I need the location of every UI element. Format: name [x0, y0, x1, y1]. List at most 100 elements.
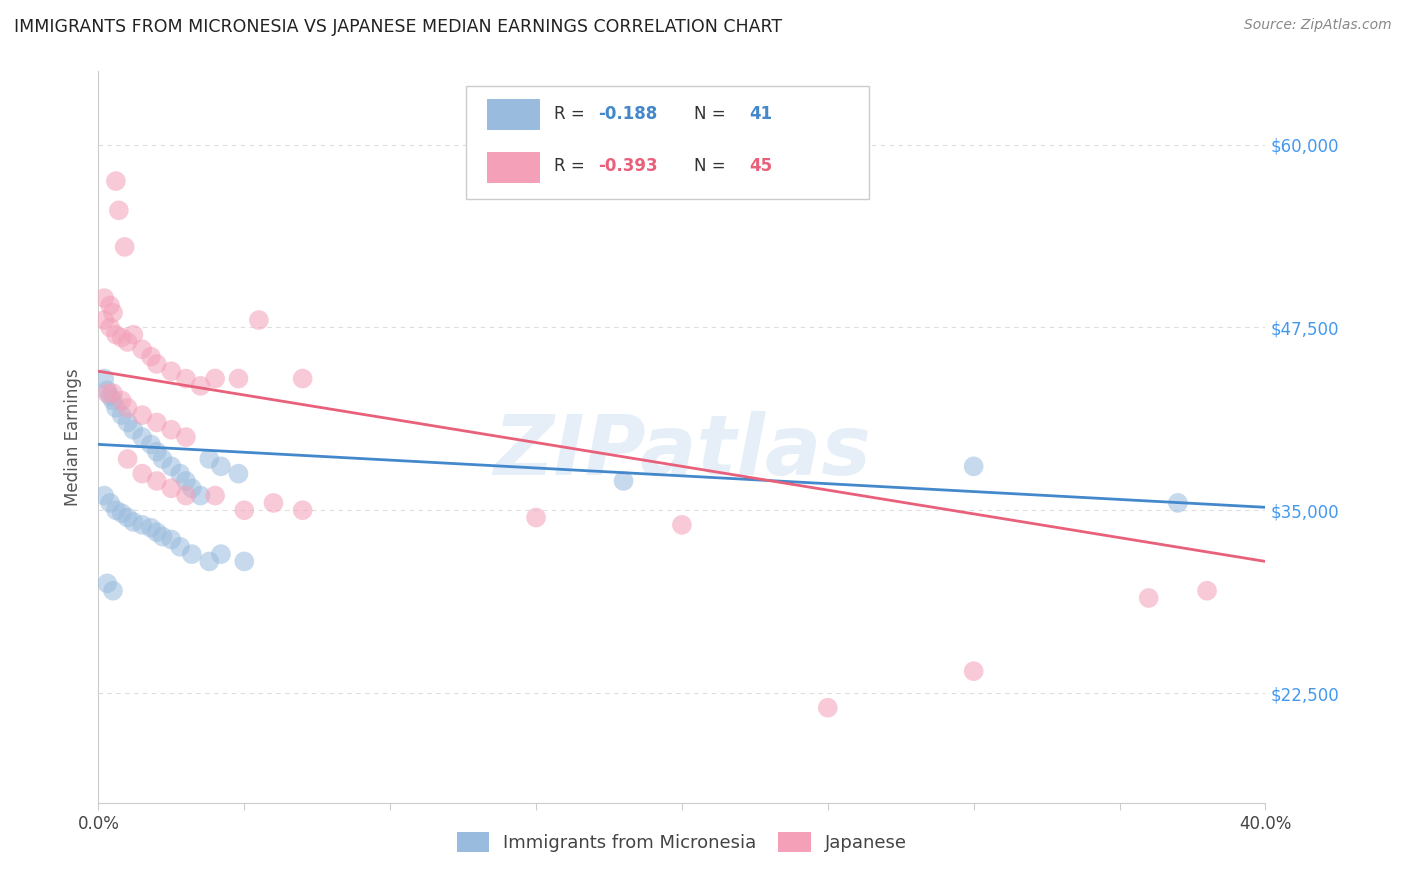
Point: [160, 459, 183, 474]
Point: [146, 525, 169, 540]
Point: [131, 343, 153, 357]
Point: [962, 459, 984, 474]
Point: [190, 489, 212, 503]
Point: [104, 327, 127, 342]
Point: [228, 467, 250, 481]
Point: [146, 357, 169, 371]
Point: [98, 389, 121, 403]
Point: [93, 291, 115, 305]
Point: [1195, 583, 1218, 598]
Y-axis label: Median Earnings: Median Earnings: [65, 368, 83, 506]
Point: [131, 467, 153, 481]
Point: [117, 416, 139, 430]
Point: [108, 203, 131, 218]
Point: [160, 533, 183, 547]
Point: [117, 401, 139, 415]
Point: [117, 510, 139, 524]
Point: [98, 496, 121, 510]
Point: [198, 452, 221, 467]
Point: [139, 437, 162, 451]
Point: [104, 503, 127, 517]
Point: [139, 350, 162, 364]
Point: [190, 379, 212, 393]
Point: [93, 313, 115, 327]
Point: [160, 481, 183, 495]
Point: [524, 510, 547, 524]
Point: [174, 474, 197, 488]
Point: [1137, 591, 1160, 605]
Point: [111, 408, 134, 422]
Point: [101, 306, 124, 320]
Point: [262, 496, 284, 510]
Point: [122, 423, 145, 437]
Text: N =: N =: [693, 158, 731, 176]
Point: [152, 530, 174, 544]
Point: [612, 474, 634, 488]
Point: [204, 489, 226, 503]
Text: IMMIGRANTS FROM MICRONESIA VS JAPANESE MEDIAN EARNINGS CORRELATION CHART: IMMIGRANTS FROM MICRONESIA VS JAPANESE M…: [14, 18, 782, 36]
Point: [104, 401, 127, 415]
Point: [98, 320, 121, 334]
Point: [152, 452, 174, 467]
Point: [204, 371, 226, 385]
Point: [169, 467, 191, 481]
Point: [291, 503, 314, 517]
Point: [117, 334, 139, 349]
FancyBboxPatch shape: [465, 86, 869, 200]
Point: [174, 489, 197, 503]
Point: [111, 330, 134, 344]
Point: [101, 386, 124, 401]
Point: [247, 313, 270, 327]
Point: [104, 174, 127, 188]
Point: [146, 416, 169, 430]
Point: [96, 576, 118, 591]
Bar: [486, 152, 540, 183]
Point: [174, 371, 197, 385]
Point: [671, 517, 693, 532]
Point: [817, 700, 839, 714]
Point: [111, 506, 134, 520]
Point: [209, 459, 232, 474]
Point: [98, 298, 121, 312]
Point: [174, 430, 197, 444]
Point: [111, 393, 134, 408]
Point: [209, 547, 232, 561]
Text: R =: R =: [554, 104, 589, 123]
Point: [96, 386, 118, 401]
Text: N =: N =: [693, 104, 731, 123]
Point: [93, 371, 115, 385]
Text: ZIPatlas: ZIPatlas: [494, 411, 870, 492]
Point: [93, 489, 115, 503]
Text: -0.393: -0.393: [598, 158, 658, 176]
Point: [117, 452, 139, 467]
Point: [233, 503, 256, 517]
Point: [160, 423, 183, 437]
Point: [198, 554, 221, 568]
Text: -0.188: -0.188: [598, 104, 657, 123]
Legend: Immigrants from Micronesia, Japanese: Immigrants from Micronesia, Japanese: [450, 824, 914, 860]
Text: 45: 45: [749, 158, 773, 176]
Point: [131, 517, 153, 532]
Point: [139, 521, 162, 535]
Point: [146, 444, 169, 458]
Point: [180, 481, 202, 495]
Point: [114, 240, 136, 254]
Point: [1167, 496, 1189, 510]
Bar: [486, 99, 540, 130]
Point: [122, 515, 145, 529]
Point: [228, 371, 250, 385]
Point: [291, 371, 314, 385]
Point: [146, 474, 169, 488]
Point: [101, 583, 124, 598]
Point: [96, 384, 118, 398]
Point: [131, 408, 153, 422]
Point: [233, 554, 256, 568]
Point: [101, 393, 124, 408]
Point: [160, 364, 183, 378]
Text: Source: ZipAtlas.com: Source: ZipAtlas.com: [1244, 18, 1392, 32]
Point: [122, 327, 145, 342]
Point: [169, 540, 191, 554]
Point: [131, 430, 153, 444]
Text: R =: R =: [554, 158, 589, 176]
Point: [180, 547, 202, 561]
